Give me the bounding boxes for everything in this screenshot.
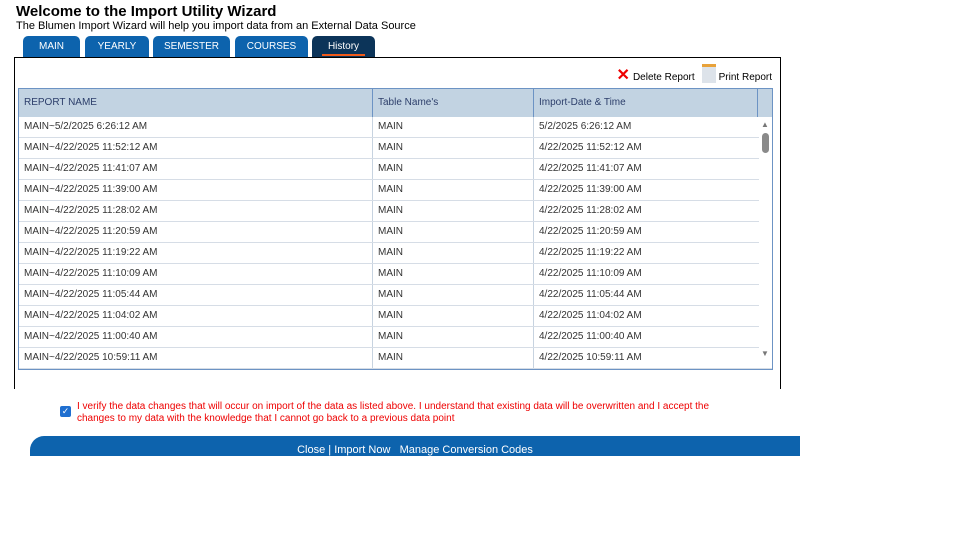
manage-conversion-codes-button[interactable]: Manage Conversion Codes	[399, 444, 533, 456]
history-table: REPORT NAME Table Name's Import-Date & T…	[18, 88, 773, 370]
table-row[interactable]: MAIN~5/2/2025 6:26:12 AM MAIN 5/2/2025 6:2…	[19, 117, 772, 138]
import-now-button[interactable]: Import Now	[334, 444, 391, 456]
column-header-import-date[interactable]: Import-Date & Time	[534, 89, 758, 117]
verify-text: I verify the data changes that will occu…	[77, 401, 710, 424]
table-row[interactable]: MAIN~4/22/2025 11:05:44 AM MAIN 4/22/2025 …	[19, 285, 772, 306]
table-row[interactable]: MAIN~4/22/2025 11:41:07 AM MAIN 4/22/2025 …	[19, 159, 772, 180]
tab-yearly[interactable]: YEARLY	[85, 36, 149, 57]
tab-courses[interactable]: COURSES	[235, 36, 308, 57]
table-name-cell: MAIN	[373, 159, 534, 179]
scroll-thumb[interactable]	[762, 133, 769, 153]
table-name-cell: MAIN	[373, 117, 534, 137]
print-report-button[interactable]: Print Report	[718, 72, 772, 83]
report-name-cell: MAIN~4/22/2025 11:41:07 AM	[19, 159, 373, 179]
delete-icon[interactable]: ✕	[616, 67, 630, 84]
import-date-cell: 4/22/2025 11:04:02 AM	[539, 310, 642, 321]
history-panel: ✕ Delete Report Print Report REPORT NAME…	[14, 57, 781, 389]
page-subtitle: The Blumen Import Wizard will help you i…	[16, 20, 416, 32]
report-name-cell: MAIN~4/22/2025 11:39:00 AM	[19, 180, 373, 200]
table-header: REPORT NAME Table Name's Import-Date & T…	[19, 89, 772, 117]
scroll-up-icon[interactable]: ▲	[761, 120, 769, 129]
import-date-cell: 4/22/2025 11:05:44 AM	[539, 289, 642, 300]
table-row[interactable]: MAIN~4/22/2025 11:00:40 AM MAIN 4/22/2025 …	[19, 327, 772, 348]
table-name-cell: MAIN	[373, 138, 534, 158]
table-name-cell: MAIN	[373, 201, 534, 221]
report-name-cell: MAIN~4/22/2025 11:05:44 AM	[19, 285, 373, 305]
tab-main[interactable]: MAIN	[23, 36, 80, 57]
import-date-cell: 4/22/2025 10:59:11 AM	[539, 352, 642, 363]
column-header-table-name[interactable]: Table Name's	[373, 89, 534, 117]
tab-history-label: History	[321, 41, 366, 56]
report-name-cell: MAIN~4/22/2025 11:28:02 AM	[19, 201, 373, 221]
table-row[interactable]: MAIN~4/22/2025 11:39:00 AM MAIN 4/22/2025 …	[19, 180, 772, 201]
import-date-cell: 4/22/2025 11:10:09 AM	[539, 268, 642, 279]
table-row[interactable]: MAIN~4/22/2025 11:20:59 AM MAIN 4/22/2025 …	[19, 222, 772, 243]
table-row[interactable]: MAIN~4/22/2025 10:59:11 AM MAIN 4/22/2025 …	[19, 348, 772, 369]
table-body: MAIN~5/2/2025 6:26:12 AM MAIN 5/2/2025 6:2…	[19, 117, 772, 369]
tab-semester[interactable]: SEMESTER	[153, 36, 230, 57]
report-name-cell: MAIN~4/22/2025 11:52:12 AM	[19, 138, 373, 158]
import-date-cell: 4/22/2025 11:20:59 AM	[539, 226, 642, 237]
delete-report-button[interactable]: Delete Report	[632, 72, 695, 83]
import-date-cell: 4/22/2025 11:00:40 AM	[539, 331, 642, 342]
report-name-cell: MAIN~4/22/2025 10:59:11 AM	[19, 348, 373, 368]
import-date-cell: 5/2/2025 6:26:12 AM	[539, 121, 632, 132]
table-name-cell: MAIN	[373, 222, 534, 242]
table-row[interactable]: MAIN~4/22/2025 11:10:09 AM MAIN 4/22/2025 …	[19, 264, 772, 285]
close-button[interactable]: Close	[297, 444, 326, 456]
table-name-cell: MAIN	[373, 264, 534, 284]
table-name-cell: MAIN	[373, 180, 534, 200]
table-name-cell: MAIN	[373, 285, 534, 305]
table-row[interactable]: MAIN~4/22/2025 11:19:22 AM MAIN 4/22/2025 …	[19, 243, 772, 264]
table-row[interactable]: MAIN~4/22/2025 11:28:02 AM MAIN 4/22/2025 …	[19, 201, 772, 222]
tab-history[interactable]: History	[312, 36, 375, 57]
report-name-cell: MAIN~5/2/2025 6:26:12 AM	[19, 117, 373, 137]
report-name-cell: MAIN~4/22/2025 11:00:40 AM	[19, 327, 373, 347]
scroll-down-icon[interactable]: ▼	[761, 349, 769, 358]
toolbar: ✕ Delete Report Print Report	[616, 64, 772, 84]
import-date-cell: 4/22/2025 11:39:00 AM	[539, 184, 642, 195]
table-row[interactable]: MAIN~4/22/2025 11:52:12 AM MAIN 4/22/2025 …	[19, 138, 772, 159]
report-name-cell: MAIN~4/22/2025 11:10:09 AM	[19, 264, 373, 284]
report-name-cell: MAIN~4/22/2025 11:04:02 AM	[19, 306, 373, 326]
table-name-cell: MAIN	[373, 327, 534, 347]
verify-checkbox[interactable]: ✓	[60, 406, 71, 417]
print-icon[interactable]	[701, 64, 716, 83]
scrollbar[interactable]: ▲ ▼	[759, 118, 772, 360]
import-date-cell: 4/22/2025 11:52:12 AM	[539, 142, 642, 153]
import-date-cell: 4/22/2025 11:19:22 AM	[539, 247, 642, 258]
report-name-cell: MAIN~4/22/2025 11:19:22 AM	[19, 243, 373, 263]
table-name-cell: MAIN	[373, 243, 534, 263]
report-name-cell: MAIN~4/22/2025 11:20:59 AM	[19, 222, 373, 242]
page-title: Welcome to the Import Utility Wizard	[16, 3, 277, 20]
import-date-cell: 4/22/2025 11:41:07 AM	[539, 163, 642, 174]
table-name-cell: MAIN	[373, 348, 534, 368]
footer-bar: Close | Import Now Manage Conversion Cod…	[30, 436, 800, 456]
table-row[interactable]: MAIN~4/22/2025 11:04:02 AM MAIN 4/22/2025 …	[19, 306, 772, 327]
import-date-cell: 4/22/2025 11:28:02 AM	[539, 205, 642, 216]
column-header-report-name[interactable]: REPORT NAME	[19, 89, 373, 117]
table-name-cell: MAIN	[373, 306, 534, 326]
